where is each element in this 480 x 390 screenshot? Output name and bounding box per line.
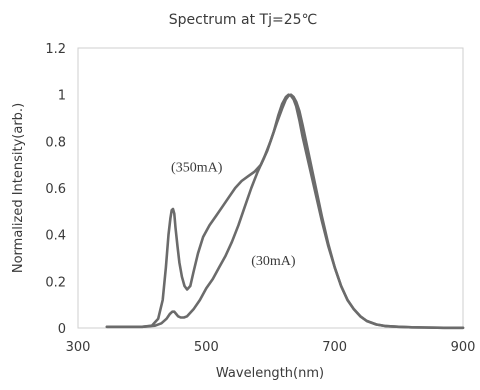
- y-axis-ticks: 0 0.2 0.4 0.6 0.8 1 1.2: [45, 42, 66, 337]
- x-axis-label: Wavelength(nm): [216, 366, 324, 381]
- plot-frame: [77, 47, 464, 329]
- y-tick-label: 0.8: [45, 135, 66, 150]
- series-line-350ma: [105, 93, 465, 330]
- chart-title: Spectrum at Tj=25℃: [169, 12, 318, 28]
- series-line-30ma: [105, 93, 465, 330]
- y-tick-label: 1.2: [45, 42, 66, 57]
- x-tick-label: 500: [194, 340, 219, 355]
- y-tick-label: 0.2: [45, 275, 66, 290]
- x-tick-label: 900: [451, 340, 476, 355]
- series-lines: [105, 93, 465, 330]
- annotations: (350mA) (30mA): [171, 161, 296, 269]
- x-axis-ticks: 300 500 700 900: [66, 340, 476, 355]
- x-tick-label: 700: [322, 340, 347, 355]
- y-tick-label: 1: [58, 89, 66, 104]
- x-tick-label: 300: [66, 340, 91, 355]
- series-annotation-label: (350mA): [171, 161, 223, 176]
- y-tick-label: 0: [58, 322, 66, 337]
- y-tick-label: 0.4: [45, 229, 66, 244]
- series-annotation-label: (30mA): [251, 254, 296, 269]
- y-axis-label: Normalized Intensity(arb.): [11, 103, 26, 273]
- y-tick-label: 0.6: [45, 182, 66, 197]
